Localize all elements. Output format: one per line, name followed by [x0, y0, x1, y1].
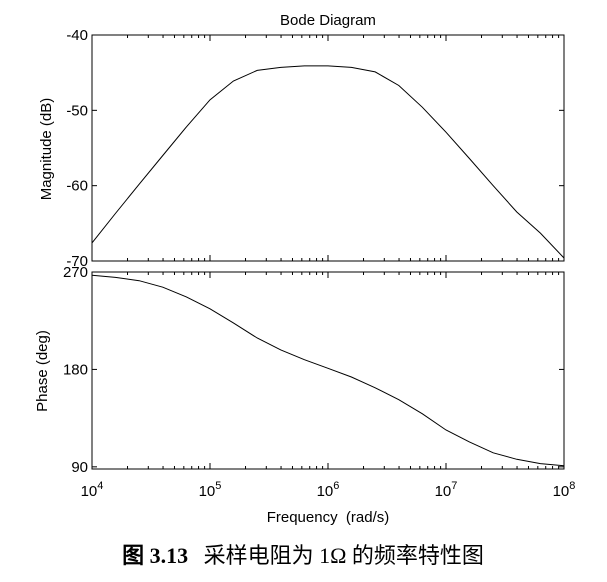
phase-ticks: 90 180 270	[63, 264, 564, 476]
frequency-tick-label: 107	[435, 480, 458, 500]
frequency-axis-label: Frequency (rad/s)	[267, 509, 390, 526]
figure-caption-label: 图 3.13	[122, 543, 188, 568]
phase-tick-label: 90	[71, 459, 88, 476]
frequency-tick-label: 104	[81, 480, 104, 500]
figure-caption-text: 采样电阻为 1Ω 的频率特性图	[204, 543, 484, 568]
magnitude-ticks: -40 -50 -60 -70	[66, 27, 564, 270]
phase-axis-label: Phase (deg)	[34, 330, 51, 412]
frequency-tick-label: 105	[199, 480, 222, 500]
magnitude-tick-label: -70	[66, 253, 88, 270]
magnitude-tick-label: -50	[66, 102, 88, 119]
phase-series-line	[91, 274, 565, 467]
frequency-tick-label: 106	[317, 480, 340, 500]
phase-axes-frame	[91, 271, 565, 470]
chart-title: Bode Diagram	[280, 12, 376, 29]
figure-caption: 图 3.13 采样电阻为 1Ω 的频率特性图	[122, 543, 484, 568]
frequency-ticks: 104 105 106 107 108	[81, 35, 576, 500]
magnitude-axis-label: Magnitude (dB)	[38, 98, 55, 201]
magnitude-tick-label: -60	[66, 178, 88, 195]
frequency-tick-label: 108	[553, 480, 576, 500]
magnitude-tick-label: -40	[66, 27, 88, 44]
phase-tick-label: 270	[63, 264, 88, 281]
magnitude-axes-frame	[91, 34, 565, 262]
magnitude-series-line	[91, 65, 565, 259]
phase-tick-label: 180	[63, 361, 88, 378]
